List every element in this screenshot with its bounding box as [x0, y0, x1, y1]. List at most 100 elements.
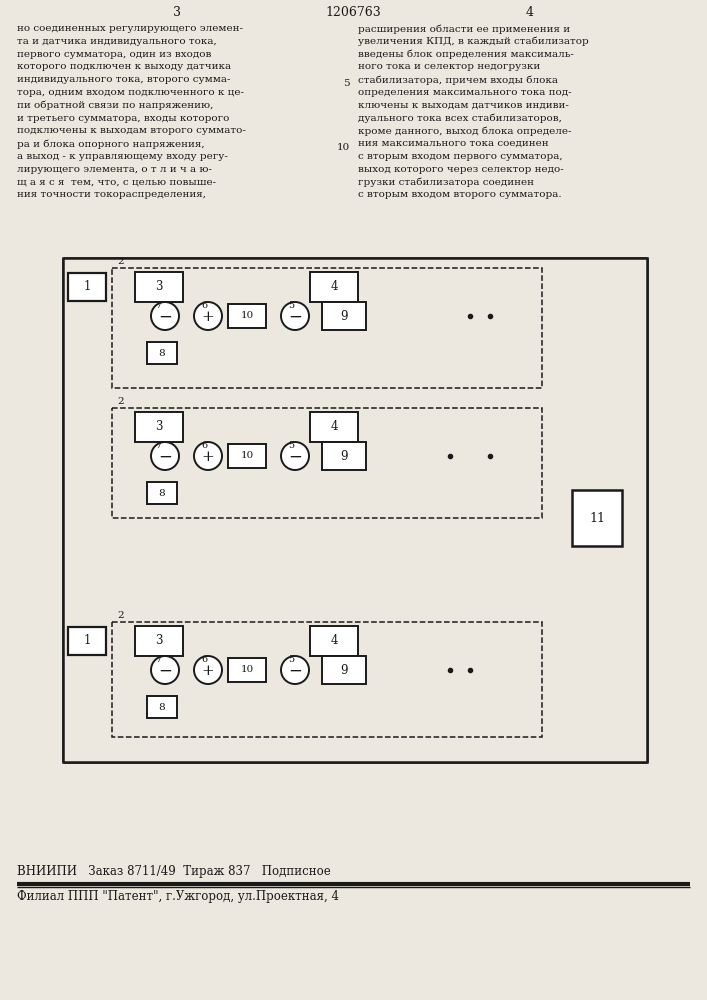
Bar [135, 626, 183, 656]
Text: −: − [288, 308, 302, 326]
Circle shape [151, 442, 179, 470]
Text: 1: 1 [83, 635, 90, 648]
Text: 10: 10 [337, 143, 350, 152]
Bar [310, 412, 358, 442]
Text: 8: 8 [158, 702, 165, 712]
Bar [228, 658, 266, 682]
Text: 10: 10 [240, 666, 254, 674]
Circle shape [281, 302, 309, 330]
Bar [112, 622, 542, 737]
Bar [147, 482, 177, 504]
Text: а выход - к управляющему входу регу-: а выход - к управляющему входу регу- [17, 152, 228, 161]
Bar [322, 656, 366, 684]
Text: −: − [288, 448, 302, 466]
Text: 5: 5 [288, 442, 294, 450]
Text: 4: 4 [526, 6, 534, 19]
Circle shape [194, 302, 222, 330]
Text: которого подключен к выходу датчика: которого подключен к выходу датчика [17, 62, 231, 71]
Text: дуального тока всех стабилизаторов,: дуального тока всех стабилизаторов, [358, 114, 562, 123]
Bar [112, 268, 542, 388]
Text: тора, одним входом подключенного к це-: тора, одним входом подключенного к це- [17, 88, 244, 97]
Text: 9: 9 [340, 310, 348, 322]
Bar [68, 273, 106, 301]
Text: −: − [288, 662, 302, 680]
Circle shape [151, 302, 179, 330]
Text: 3: 3 [156, 280, 163, 294]
Text: 9: 9 [340, 450, 348, 462]
Text: выход которого через селектор недо-: выход которого через селектор недо- [358, 165, 563, 174]
Text: 10: 10 [240, 452, 254, 460]
Text: 2: 2 [117, 611, 124, 620]
Bar [228, 444, 266, 468]
Text: +: + [201, 664, 214, 678]
Text: лирующего элемента, о т л и ч а ю-: лирующего элемента, о т л и ч а ю- [17, 165, 212, 174]
Text: индивидуального тока, второго сумма-: индивидуального тока, второго сумма- [17, 75, 230, 84]
Text: 6: 6 [201, 442, 207, 450]
Text: кроме данного, выход блока определе-: кроме данного, выход блока определе- [358, 126, 571, 136]
Text: пи обратной связи по напряжению,: пи обратной связи по напряжению, [17, 101, 214, 110]
Text: определения максимального тока под-: определения максимального тока под- [358, 88, 572, 97]
Text: −: − [158, 308, 172, 326]
Bar [135, 272, 183, 302]
Bar [112, 408, 542, 518]
Circle shape [194, 442, 222, 470]
Text: увеличения КПД, в каждый стабилизатор: увеличения КПД, в каждый стабилизатор [358, 37, 589, 46]
Bar [322, 302, 366, 330]
Bar [147, 342, 177, 364]
Circle shape [194, 656, 222, 684]
Bar [228, 304, 266, 328]
Bar [147, 696, 177, 718]
Text: ключены к выходам датчиков индиви-: ключены к выходам датчиков индиви- [358, 101, 569, 110]
Text: 4: 4 [330, 420, 338, 434]
Bar [63, 258, 647, 762]
Text: ВНИИПИ   Заказ 8711/49  Тираж 837   Подписное: ВНИИПИ Заказ 8711/49 Тираж 837 Подписное [17, 865, 331, 878]
Text: 5: 5 [288, 302, 294, 310]
Text: −: − [158, 662, 172, 680]
Text: введены блок определения максималь-: введены блок определения максималь- [358, 50, 574, 59]
Text: 7: 7 [155, 442, 161, 450]
Text: +: + [201, 310, 214, 324]
Text: 7: 7 [155, 656, 161, 664]
Text: 7: 7 [155, 302, 161, 310]
Text: 3: 3 [156, 420, 163, 434]
Text: 6: 6 [201, 656, 207, 664]
Text: ния максимального тока соединен: ния максимального тока соединен [358, 139, 549, 148]
Text: с вторым входом первого сумматора,: с вторым входом первого сумматора, [358, 152, 563, 161]
Text: подключены к выходам второго суммато-: подключены к выходам второго суммато- [17, 126, 246, 135]
Bar [572, 490, 622, 546]
Bar [310, 626, 358, 656]
Text: 3: 3 [173, 6, 181, 19]
Circle shape [151, 656, 179, 684]
Text: первого сумматора, один из входов: первого сумматора, один из входов [17, 50, 211, 59]
Text: но соединенных регулирующего элемен-: но соединенных регулирующего элемен- [17, 24, 243, 33]
Text: 5: 5 [288, 656, 294, 664]
Circle shape [281, 442, 309, 470]
Text: расширения области ее применения и: расширения области ее применения и [358, 24, 570, 33]
Text: 10: 10 [240, 312, 254, 320]
Text: 2: 2 [117, 397, 124, 406]
Text: 8: 8 [158, 488, 165, 497]
Text: 1: 1 [83, 280, 90, 294]
Text: 8: 8 [158, 349, 165, 358]
Text: 9: 9 [340, 664, 348, 676]
Text: грузки стабилизатора соединен: грузки стабилизатора соединен [358, 178, 534, 187]
Text: щ а я с я  тем, что, с целью повыше-: щ а я с я тем, что, с целью повыше- [17, 178, 216, 187]
Bar [310, 272, 358, 302]
Text: 1206763: 1206763 [325, 6, 381, 19]
Text: +: + [201, 450, 214, 464]
Text: та и датчика индивидуального тока,: та и датчика индивидуального тока, [17, 37, 217, 46]
Bar [322, 442, 366, 470]
Bar [135, 412, 183, 442]
Circle shape [281, 656, 309, 684]
Text: 11: 11 [589, 512, 605, 524]
Bar [68, 627, 106, 655]
Text: 6: 6 [201, 302, 207, 310]
Text: стабилизатора, причем входы блока: стабилизатора, причем входы блока [358, 75, 558, 85]
Text: ного тока и селектор недогрузки: ного тока и селектор недогрузки [358, 62, 540, 71]
Text: ра и блока опорного напряжения,: ра и блока опорного напряжения, [17, 139, 204, 149]
Text: 4: 4 [330, 280, 338, 294]
Text: 5: 5 [344, 79, 350, 88]
Text: и третьего сумматора, входы которого: и третьего сумматора, входы которого [17, 114, 229, 123]
Text: 3: 3 [156, 635, 163, 648]
Text: ния точности токораспределения,: ния точности токораспределения, [17, 190, 206, 199]
